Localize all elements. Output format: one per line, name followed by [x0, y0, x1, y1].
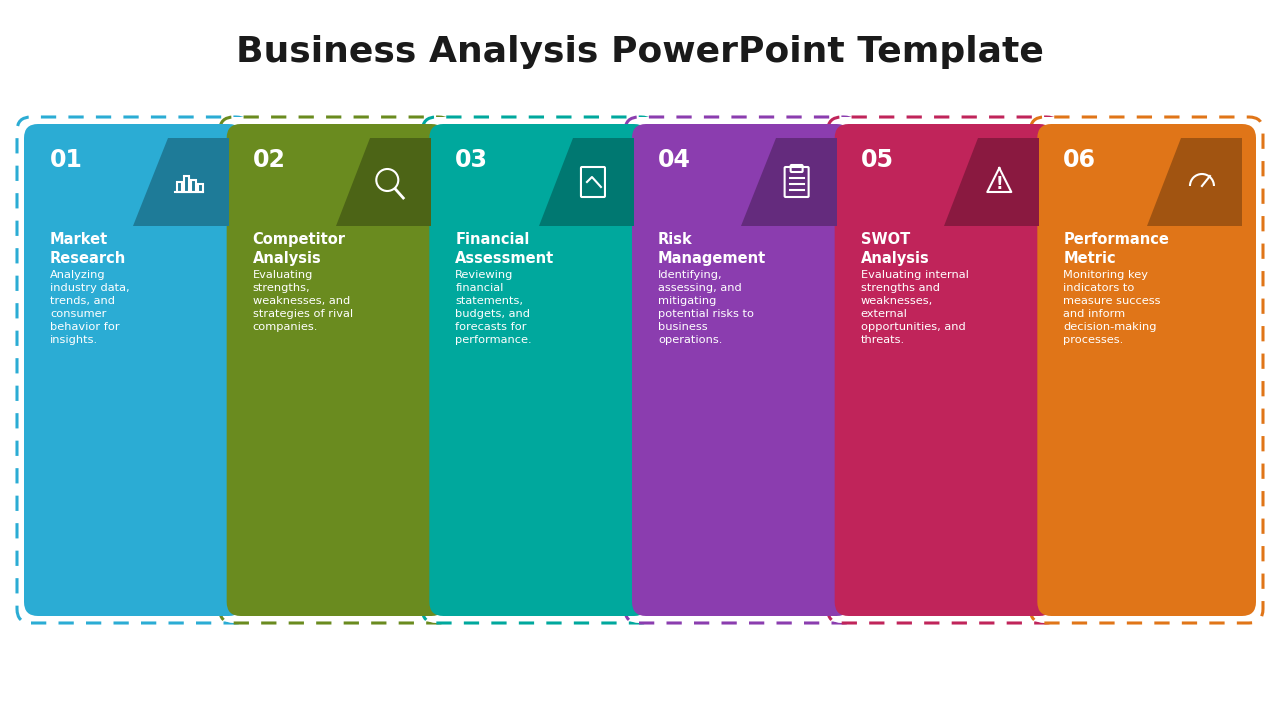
Text: 02: 02	[252, 148, 285, 172]
Text: Analyzing
industry data,
trends, and
consumer
behavior for
insights.: Analyzing industry data, trends, and con…	[50, 270, 129, 345]
Text: Reviewing
financial
statements,
budgets, and
forecasts for
performance.: Reviewing financial statements, budgets,…	[456, 270, 532, 345]
Polygon shape	[133, 138, 229, 226]
Polygon shape	[539, 138, 634, 226]
FancyBboxPatch shape	[835, 124, 1053, 616]
Polygon shape	[741, 138, 837, 226]
Text: Market
Research: Market Research	[50, 232, 127, 266]
Text: ◫: ◫	[374, 165, 408, 199]
Text: 03: 03	[456, 148, 489, 172]
Polygon shape	[945, 138, 1039, 226]
Text: 04: 04	[658, 148, 691, 172]
FancyBboxPatch shape	[17, 117, 250, 623]
FancyBboxPatch shape	[1030, 117, 1263, 623]
FancyBboxPatch shape	[828, 117, 1060, 623]
Text: 06: 06	[1064, 148, 1097, 172]
FancyBboxPatch shape	[625, 117, 858, 623]
Polygon shape	[1147, 138, 1242, 226]
FancyBboxPatch shape	[227, 124, 445, 616]
Text: ◫: ◫	[172, 165, 206, 199]
Text: Performance
Metric: Performance Metric	[1064, 232, 1169, 266]
Text: Financial
Assessment: Financial Assessment	[456, 232, 554, 266]
Text: ◫: ◫	[1185, 165, 1219, 199]
Text: Risk
Management: Risk Management	[658, 232, 767, 266]
Text: 05: 05	[860, 148, 893, 172]
Text: Evaluating internal
strengths and
weaknesses,
external
opportunities, and
threat: Evaluating internal strengths and weakne…	[860, 270, 969, 345]
Text: Business Analysis PowerPoint Template: Business Analysis PowerPoint Template	[236, 35, 1044, 69]
FancyBboxPatch shape	[24, 124, 243, 616]
FancyBboxPatch shape	[429, 124, 648, 616]
Bar	[197, 184, 202, 192]
Text: ◫: ◫	[780, 165, 814, 199]
Bar	[177, 182, 182, 192]
Text: Evaluating
strengths,
weaknesses, and
strategies of rival
companies.: Evaluating strengths, weaknesses, and st…	[252, 270, 353, 332]
Text: !: !	[996, 175, 1004, 193]
FancyBboxPatch shape	[632, 124, 851, 616]
Bar	[191, 180, 196, 192]
Text: Identifying,
assessing, and
mitigating
potential risks to
business
operations.: Identifying, assessing, and mitigating p…	[658, 270, 754, 345]
FancyBboxPatch shape	[1037, 124, 1256, 616]
Bar	[183, 176, 188, 192]
Text: SWOT
Analysis: SWOT Analysis	[860, 232, 929, 266]
Polygon shape	[335, 138, 431, 226]
Text: ◫: ◫	[577, 165, 611, 199]
FancyBboxPatch shape	[422, 117, 655, 623]
Text: Competitor
Analysis: Competitor Analysis	[252, 232, 346, 266]
Text: Monitoring key
indicators to
measure success
and inform
decision-making
processe: Monitoring key indicators to measure suc…	[1064, 270, 1161, 345]
Text: ◫: ◫	[982, 165, 1016, 199]
Text: 01: 01	[50, 148, 83, 172]
FancyBboxPatch shape	[220, 117, 452, 623]
